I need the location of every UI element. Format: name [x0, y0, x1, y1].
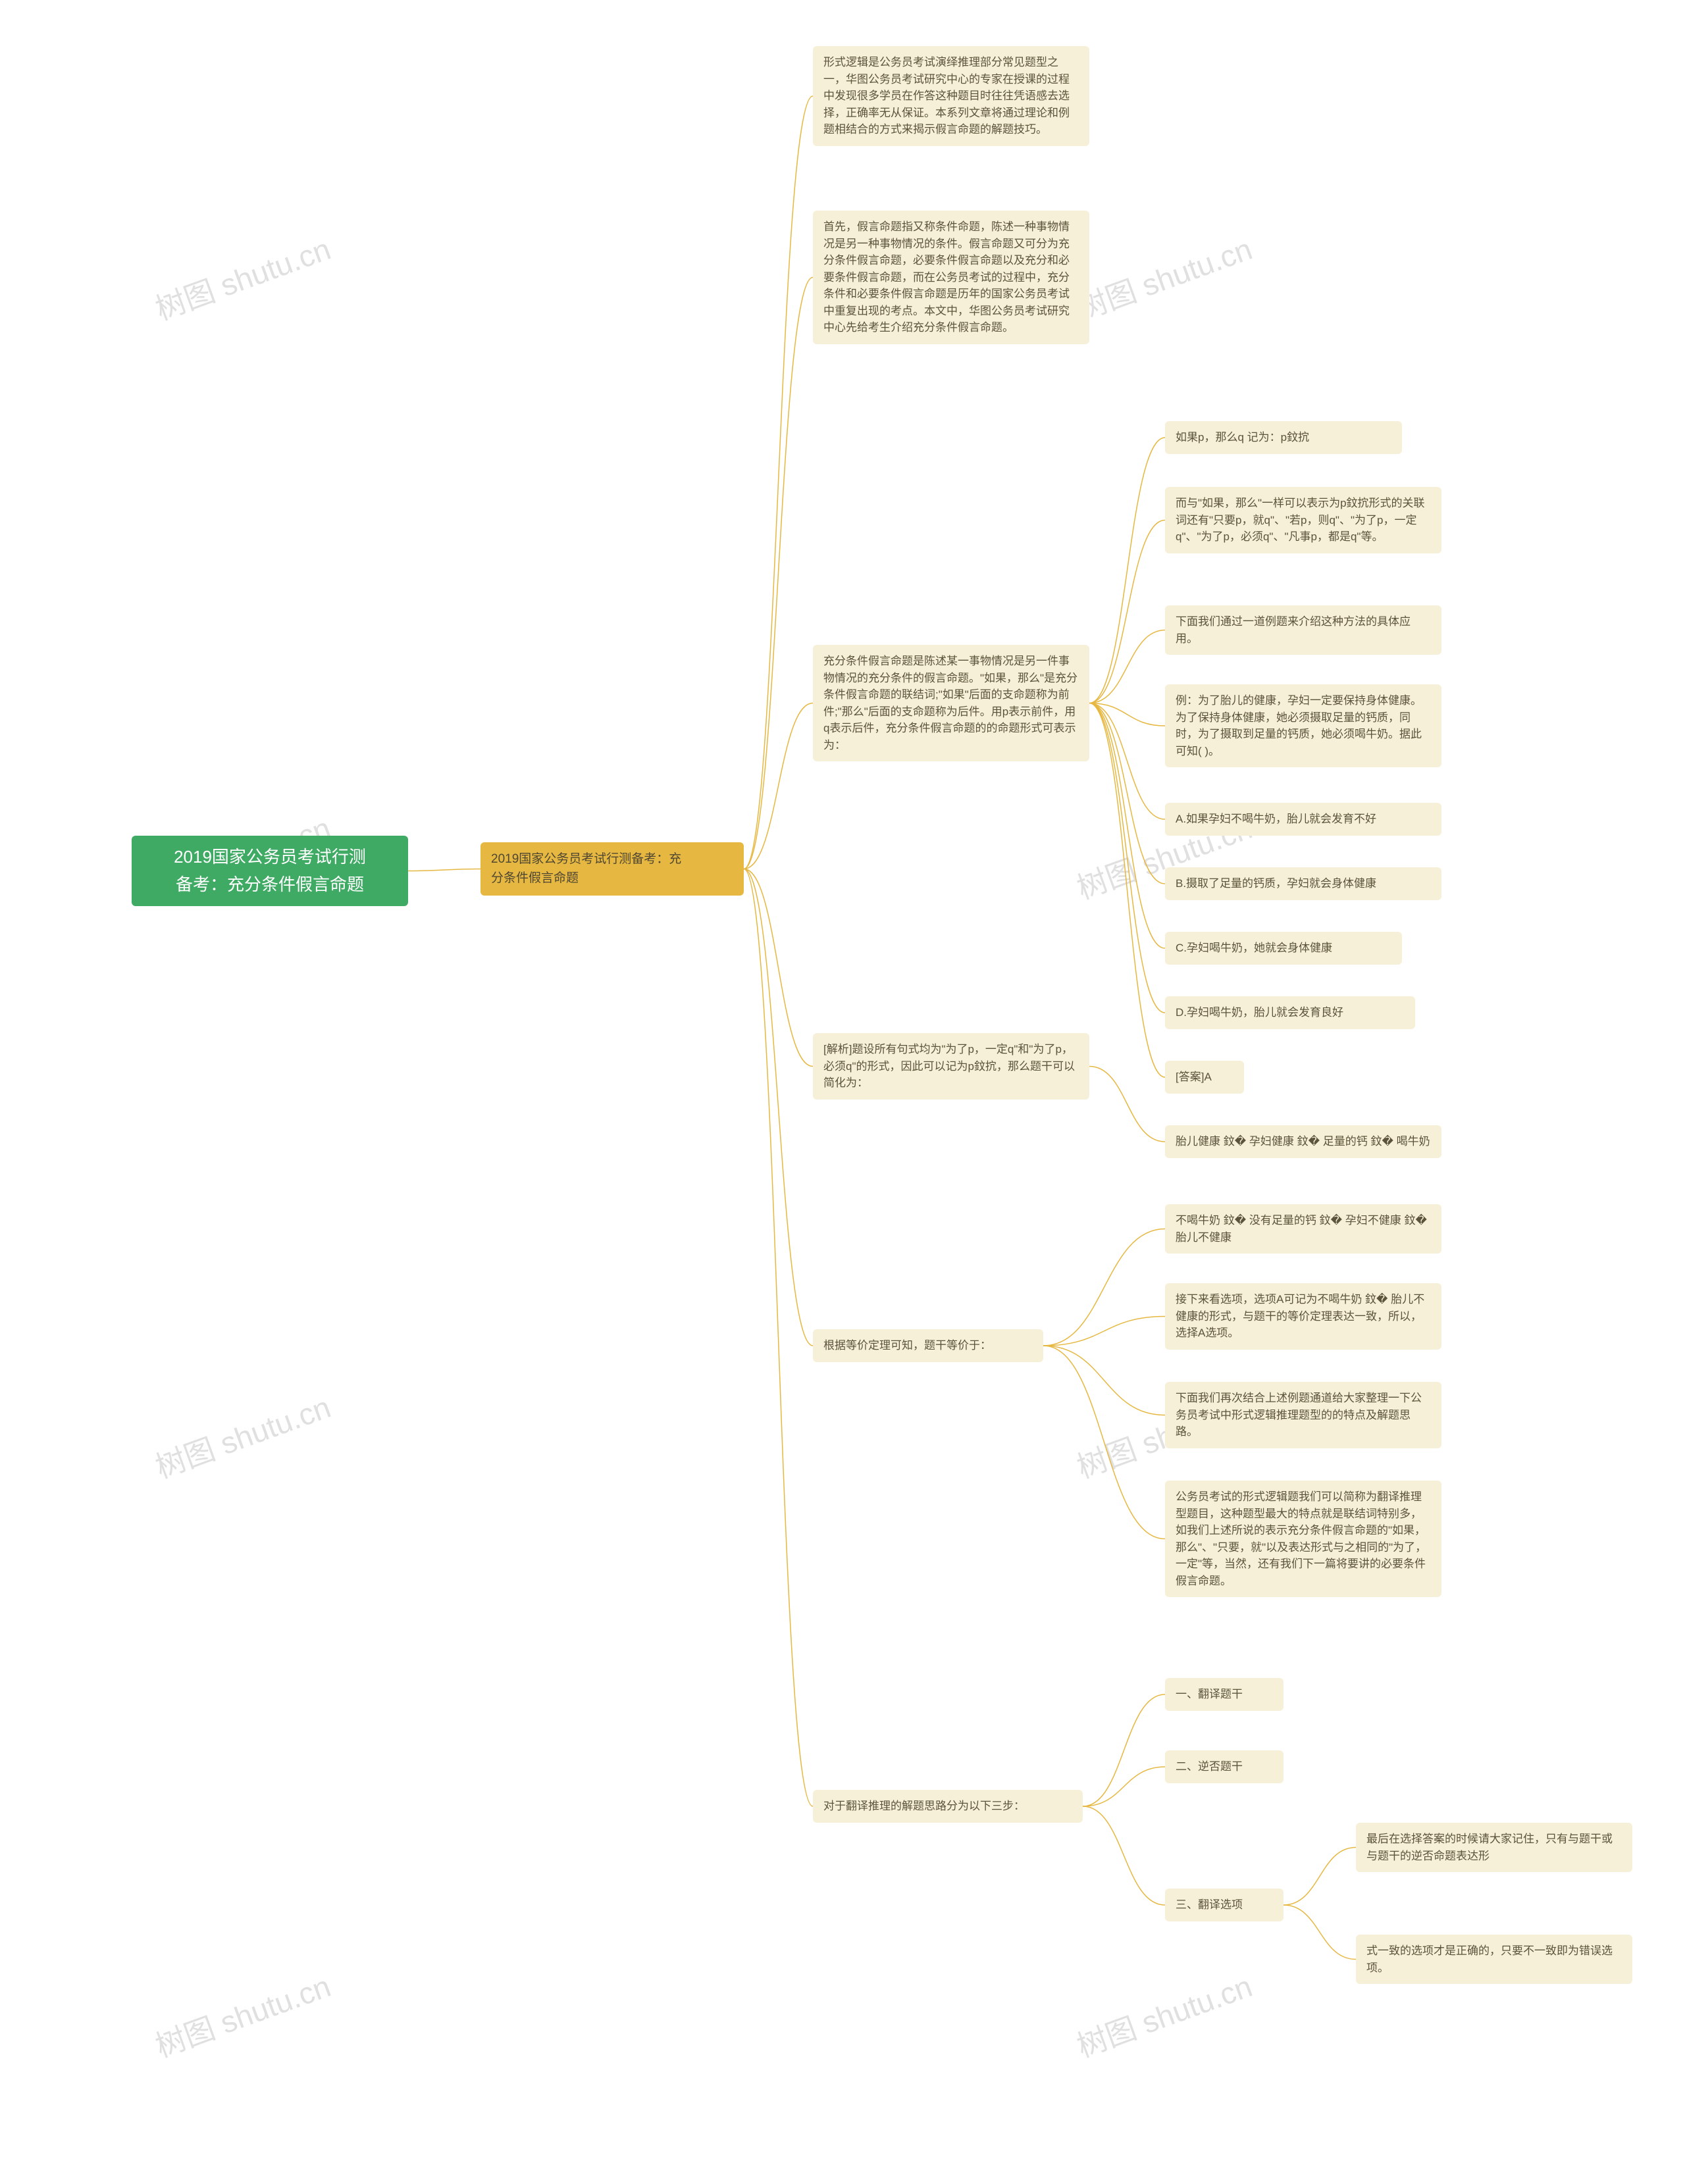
- simplified-chain-node[interactable]: 胎儿健康 鈫� 孕妇健康 鈫� 足量的钙 鈫� 喝牛奶: [1165, 1125, 1441, 1158]
- step3-note-1[interactable]: 最后在选择答案的时候请大家记住，只有与题干或与题干的逆否命题表达形: [1356, 1823, 1632, 1872]
- option-c-node[interactable]: C.孕妇喝牛奶，她就会身体健康: [1165, 932, 1402, 965]
- formula-node[interactable]: 如果p，那么q 记为：p鈫抭: [1165, 421, 1402, 454]
- equivalent-chain-node[interactable]: 不喝牛奶 鈫� 没有足量的钙 鈫� 孕妇不健康 鈫� 胎儿不健康: [1165, 1204, 1441, 1254]
- step-3-node[interactable]: 三、翻译选项: [1165, 1889, 1283, 1921]
- analysis-node[interactable]: [解析]题设所有句式均为"为了p，一定q"和"为了p，必须q"的形式，因此可以记…: [813, 1033, 1089, 1100]
- step3-note-2[interactable]: 式一致的选项才是正确的，只要不一致即为错误选项。: [1356, 1935, 1632, 1984]
- watermark: 树图 shutu.cn: [1071, 226, 1258, 332]
- watermark: 树图 shutu.cn: [149, 1384, 337, 1490]
- option-b-node[interactable]: B.摄取了足量的钙质，孕妇就会身体健康: [1165, 867, 1441, 900]
- summary-node-2[interactable]: 公务员考试的形式逻辑题我们可以简称为翻译推理型题目，这种题型最大的特点就是联结词…: [1165, 1481, 1441, 1597]
- example-intro-node[interactable]: 下面我们通过一道例题来介绍这种方法的具体应用。: [1165, 605, 1441, 655]
- option-a-node[interactable]: A.如果孕妇不喝牛奶，胎儿就会发育不好: [1165, 803, 1441, 836]
- step-2-node[interactable]: 二、逆否题干: [1165, 1750, 1283, 1783]
- root-node[interactable]: 2019国家公务员考试行测备考：充分条件假言命题: [132, 836, 408, 906]
- definition-node[interactable]: 充分条件假言命题是陈述某一事物情况是另一件事物情况的充分条件的假言命题。"如果，…: [813, 645, 1089, 761]
- answer-node[interactable]: [答案]A: [1165, 1061, 1244, 1094]
- watermark: 树图 shutu.cn: [1071, 1964, 1258, 2069]
- level1-node[interactable]: 2019国家公务员考试行测备考：充分条件假言命题: [480, 842, 744, 896]
- summary-node-1[interactable]: 下面我们再次结合上述例题通道给大家整理一下公务员考试中形式逻辑推理题型的的特点及…: [1165, 1382, 1441, 1448]
- connective-words-node[interactable]: 而与"如果，那么"一样可以表示为p鈫抭形式的关联词还有"只要p，就q"、"若p，…: [1165, 487, 1441, 553]
- step-1-node[interactable]: 一、翻译题干: [1165, 1678, 1283, 1711]
- option-d-node[interactable]: D.孕妇喝牛奶，胎儿就会发育良好: [1165, 996, 1415, 1029]
- equivalence-node[interactable]: 根据等价定理可知，题干等价于：: [813, 1329, 1043, 1362]
- option-review-node[interactable]: 接下来看选项，选项A可记为不喝牛奶 鈫� 胎儿不健康的形式，与题干的等价定理表达…: [1165, 1283, 1441, 1350]
- intro-node-1[interactable]: 形式逻辑是公务员考试演绎推理部分常见题型之一，华图公务员考试研究中心的专家在授课…: [813, 46, 1089, 146]
- intro-node-2[interactable]: 首先，假言命题指又称条件命题，陈述一种事物情况是另一种事物情况的条件。假言命题又…: [813, 211, 1089, 344]
- steps-node[interactable]: 对于翻译推理的解题思路分为以下三步：: [813, 1790, 1083, 1823]
- example-question-node[interactable]: 例：为了胎儿的健康，孕妇一定要保持身体健康。为了保持身体健康，她必须摄取足量的钙…: [1165, 684, 1441, 767]
- watermark: 树图 shutu.cn: [149, 1964, 337, 2069]
- watermark: 树图 shutu.cn: [149, 226, 337, 332]
